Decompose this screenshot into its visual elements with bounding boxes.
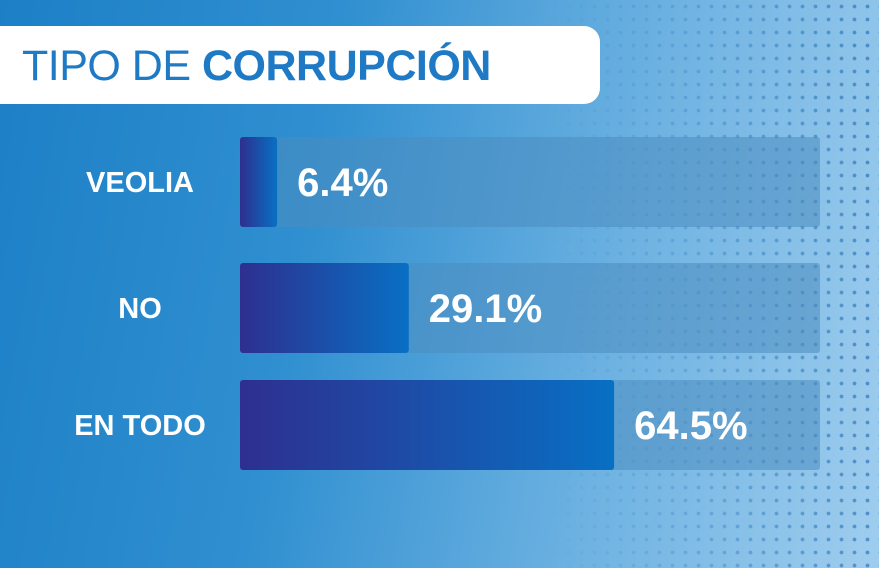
chart-title: TIPO DE CORRUPCIÓN — [22, 40, 491, 92]
title-banner — [0, 26, 600, 104]
bar-en-todo — [240, 380, 615, 470]
value-label: 6.4% — [297, 161, 388, 205]
bar-veolia — [240, 137, 278, 227]
value-label: 29.1% — [429, 287, 542, 331]
category-label: EN TODO — [74, 410, 206, 442]
category-label: VEOLIA — [86, 167, 194, 199]
bar-no — [240, 263, 409, 353]
bar-track — [240, 137, 820, 227]
chart-title-bold: CORRUPCIÓN — [201, 42, 491, 90]
chart-title-light: TIPO DE — [22, 42, 191, 90]
value-label: 64.5% — [634, 404, 747, 448]
category-label: NO — [118, 293, 162, 325]
